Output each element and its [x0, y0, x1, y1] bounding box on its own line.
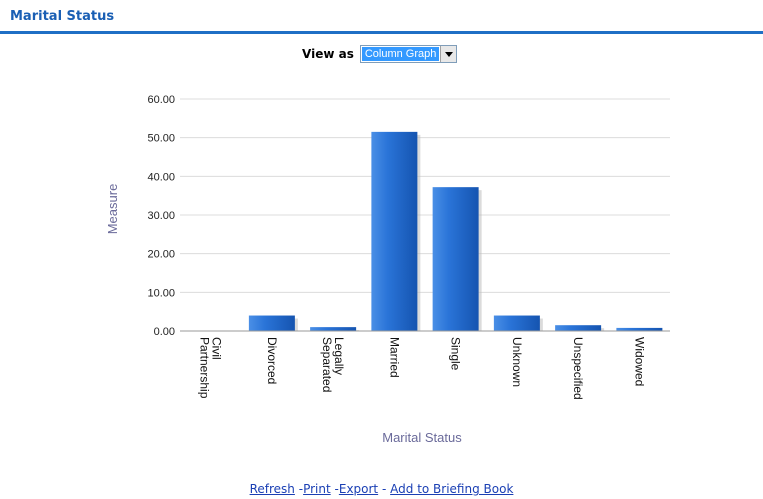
y-tick-label: 10.00 — [147, 287, 175, 299]
section-header: Marital Status — [0, 0, 763, 34]
view-as-select[interactable]: Column Graph — [359, 45, 458, 63]
x-tick-label: Single — [449, 337, 463, 371]
x-tick-label-line: Separated — [320, 337, 334, 392]
print-link[interactable]: Print — [303, 482, 331, 496]
y-tick-label: 30.00 — [147, 210, 175, 222]
x-tick-label-line: Civil — [210, 337, 224, 360]
x-tick-label-line: Divorced — [265, 337, 279, 384]
y-tick-label: 0.00 — [154, 326, 175, 338]
x-tick-label-line: Unspecified — [571, 337, 585, 400]
column-chart: 0.00 10.00 20.00 30.00 40.00 50.00 60.00 Civil… — [105, 94, 670, 445]
footer-links: Refresh -Print -Export - Add to Briefing… — [0, 482, 763, 496]
x-tick-label-line: Married — [387, 337, 401, 378]
add-to-briefing-book-link[interactable]: Add to Briefing Book — [390, 482, 514, 496]
y-tick-label: 20.00 — [147, 249, 175, 261]
section-title: Marital Status — [10, 9, 115, 24]
view-as-selected-value: Column Graph — [361, 47, 440, 61]
x-tick-label: Married — [387, 337, 401, 378]
bar[interactable] — [371, 131, 418, 331]
x-tick-label-line: Single — [449, 337, 463, 371]
bar[interactable] — [310, 327, 357, 331]
x-tick-label: Unspecified — [571, 337, 585, 400]
y-tick-label: 50.00 — [147, 133, 175, 145]
view-as-label: View as — [302, 47, 354, 61]
bar[interactable] — [432, 187, 479, 331]
separator: - — [381, 482, 387, 496]
view-as-control: View as Column Graph — [302, 44, 458, 64]
triangle-down-icon[interactable] — [440, 46, 457, 62]
x-tick-label: Divorced — [265, 337, 279, 384]
x-tick-label-line: Unknown — [510, 337, 524, 387]
x-tick-label-line: Partnership — [198, 337, 212, 399]
y-tick-label: 60.00 — [147, 94, 175, 106]
y-tick-label: 40.00 — [147, 171, 175, 183]
x-tick-label-line: Widowed — [632, 337, 646, 386]
bar[interactable] — [248, 315, 295, 331]
x-tick-label-line: Legally — [332, 337, 346, 375]
bar[interactable] — [493, 315, 540, 331]
bar[interactable] — [616, 327, 663, 331]
x-tick-label: Widowed — [632, 337, 646, 386]
x-axis-label: Marital Status — [382, 430, 462, 445]
bar[interactable] — [555, 325, 602, 331]
refresh-link[interactable]: Refresh — [249, 482, 295, 496]
separator: - — [334, 482, 339, 496]
separator: - — [298, 482, 304, 496]
x-tick-label: Unknown — [510, 337, 524, 387]
export-link[interactable]: Export — [338, 482, 379, 496]
y-axis-label: Measure — [105, 184, 120, 235]
